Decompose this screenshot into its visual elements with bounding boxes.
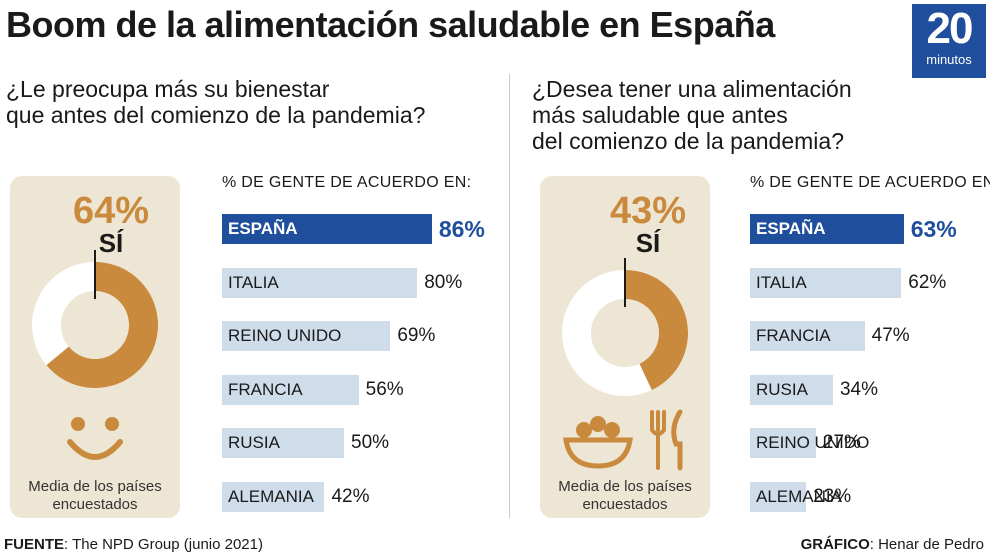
- bar: [750, 428, 816, 458]
- question-left-line: que antes del comienzo de la pandemia?: [6, 102, 426, 128]
- source-note: FUENTE: The NPD Group (junio 2021): [4, 536, 263, 553]
- donut-slice: [625, 270, 688, 391]
- credit-text: : Henar de Pedro: [869, 536, 984, 553]
- logo-number: 20: [926, 4, 974, 53]
- bar: [222, 374, 359, 405]
- bar-category-label: REINO UNIDO: [228, 326, 342, 345]
- bar-value-label: 47%: [871, 325, 910, 346]
- bar: [750, 321, 865, 351]
- salad-bowl-and-cutlery-icon: [563, 409, 683, 471]
- source-label: FUENTE: [4, 536, 64, 553]
- donut-caption-right: SÍ: [635, 228, 661, 258]
- bar-value-label: 63%: [910, 216, 957, 242]
- bar-value-label: 23%: [813, 485, 852, 507]
- bar-value-label: 50%: [351, 432, 390, 453]
- bar-category-label: RUSIA: [228, 433, 280, 452]
- donut-note-right: Media de los países encuestados: [540, 478, 710, 514]
- column-header-right: % DE GENTE DE ACUERDO EN:: [750, 174, 990, 191]
- bar: [222, 481, 325, 512]
- bar-category-label: ITALIA: [228, 272, 279, 292]
- brand-logo: 20 minutos: [912, 4, 986, 78]
- bar: [750, 374, 833, 405]
- source-text: : The NPD Group (junio 2021): [64, 536, 263, 553]
- smiley-face-icon: [67, 417, 123, 460]
- donut-note-line: Media de los países: [558, 478, 692, 495]
- bar-category-label: ESPAÑA: [756, 219, 826, 238]
- panel-divider: [509, 74, 510, 518]
- page-title: Boom de la alimentación saludable en Esp…: [6, 4, 775, 45]
- donut-note-line: encuestados: [52, 496, 138, 513]
- bar: [222, 267, 418, 298]
- bar: [750, 481, 807, 512]
- credit-note: GRÁFICO: Henar de Pedro: [801, 536, 984, 553]
- donut-caption-left: SÍ: [98, 228, 124, 258]
- donut-slice: [46, 262, 158, 388]
- bar: [750, 214, 904, 244]
- logo-word: minutos: [926, 52, 972, 67]
- donut-chart-left: [32, 250, 158, 388]
- bar-value-label: 62%: [908, 271, 947, 293]
- bar: [750, 267, 902, 298]
- question-left-line: ¿Le preocupa más su bienestar: [6, 76, 330, 102]
- bar-category-label: FRANCIA: [756, 326, 831, 345]
- bar: [222, 428, 344, 458]
- donut-chart-right: [562, 258, 688, 396]
- bar-category-label: ESPAÑA: [228, 219, 298, 238]
- donut-note-left: Media de los países encuestados: [10, 478, 180, 514]
- donut-percentage-left: 64%: [72, 190, 150, 232]
- bar-value-label: 86%: [438, 216, 485, 242]
- bar-value-label: 27%: [822, 432, 861, 453]
- bar-category-label: ITALIA: [756, 272, 807, 292]
- bar: [222, 321, 391, 351]
- column-header-left: % DE GENTE DE ACUERDO EN:: [222, 174, 472, 191]
- donut-note-line: Media de los países: [28, 478, 162, 495]
- bar-category-label: ALEMANIA: [756, 486, 842, 506]
- bar-category-label: RUSIA: [756, 379, 808, 399]
- question-right-line: del comienzo de la pandemia?: [532, 128, 844, 154]
- question-right: ¿Desea tener una alimentación más saluda…: [532, 76, 852, 154]
- bar-category-label: FRANCIA: [228, 379, 303, 399]
- donut-note-line: encuestados: [582, 496, 668, 513]
- donut-percentage-right: 43%: [609, 190, 687, 232]
- bar-value-label: 56%: [365, 378, 404, 400]
- bar-category-label: REINO UNIDO: [756, 433, 870, 452]
- bar-value-label: 34%: [839, 378, 878, 400]
- credit-label: GRÁFICO: [800, 536, 870, 553]
- question-right-line: ¿Desea tener una alimentación: [532, 76, 852, 102]
- question-right-line: más saludable que antes: [532, 102, 788, 128]
- bar-value-label: 80%: [424, 271, 463, 293]
- bar: [222, 214, 432, 244]
- bar-category-label: ALEMANIA: [228, 486, 314, 506]
- bar-value-label: 42%: [331, 485, 370, 507]
- question-left: ¿Le preocupa más su bienestar que antes …: [6, 76, 425, 128]
- bar-value-label: 69%: [397, 325, 436, 346]
